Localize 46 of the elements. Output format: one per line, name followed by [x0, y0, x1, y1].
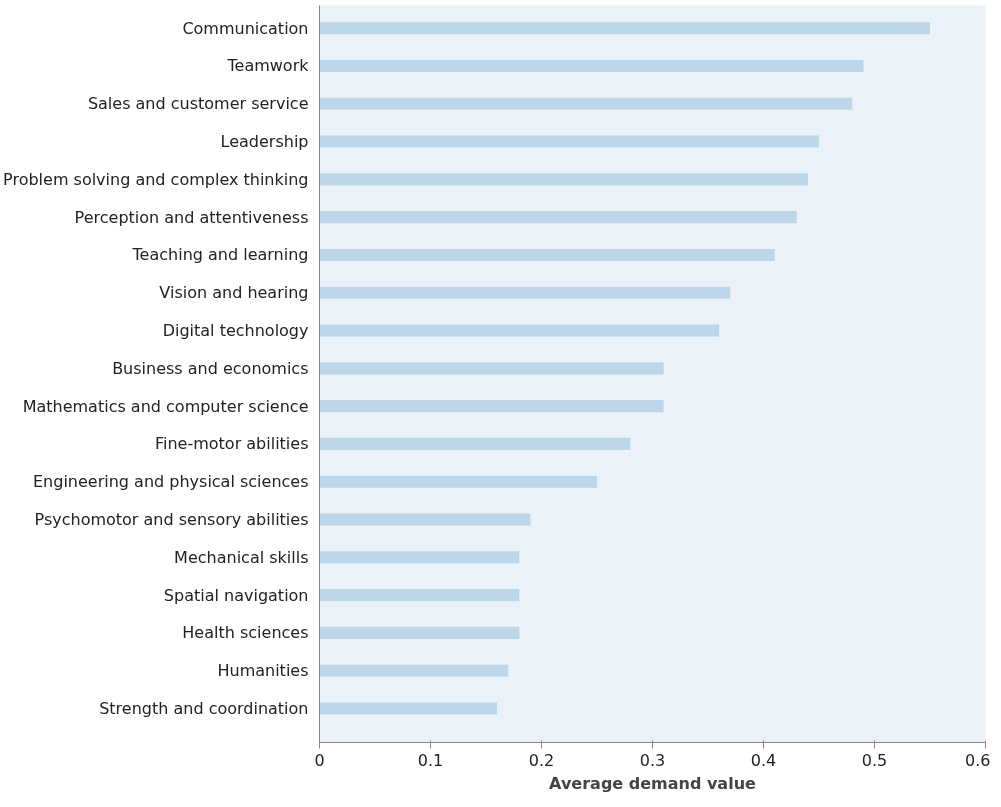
y-tick-label: Engineering and physical sciences [33, 472, 309, 492]
bar [319, 135, 819, 148]
bar [319, 626, 520, 639]
y-tick-label: Vision and hearing [159, 283, 309, 303]
y-tick-label: Humanities [217, 661, 309, 681]
bar [319, 513, 531, 526]
y-tick-label: Teaching and learning [131, 245, 309, 265]
y-tick-label: Spatial navigation [163, 585, 309, 605]
bar [319, 97, 853, 110]
bar [319, 551, 520, 564]
bar [319, 589, 520, 602]
bar [319, 59, 864, 73]
bar [319, 475, 597, 488]
y-tick-label: Strength and coordination [99, 698, 309, 718]
x-tick-label: 0.2 [528, 750, 555, 770]
bar [319, 22, 930, 35]
y-tick-label: Mechanical skills [174, 547, 309, 567]
x-tick-label: 0.5 [861, 750, 888, 770]
bar [319, 324, 720, 337]
y-tick-label: Psychomotor and sensory abilities [34, 510, 309, 530]
x-tick-label: 0.4 [750, 750, 777, 770]
y-tick-label: Problem solving and complex thinking [3, 169, 309, 189]
y-tick-label: Teamwork [226, 56, 310, 76]
y-tick-label: Digital technology [162, 321, 309, 341]
x-tick-label: 0 [314, 750, 325, 770]
bar [319, 211, 797, 224]
y-tick-label: Business and economics [112, 358, 309, 378]
x-tick-label: 0.3 [639, 750, 666, 770]
bar [319, 362, 664, 375]
y-tick-label: Leadership [220, 132, 309, 152]
bar [319, 173, 808, 186]
bar [319, 702, 498, 715]
bar [319, 437, 631, 450]
y-tick-label: Perception and attentiveness [74, 207, 309, 227]
y-tick-label: Communication [182, 18, 309, 38]
bar [319, 400, 664, 413]
y-tick-label: Sales and customer service [87, 94, 309, 114]
y-tick-label: Mathematics and computer science [22, 396, 309, 416]
bar [319, 664, 509, 677]
x-tick-label: 0.6 [965, 750, 991, 770]
bar [319, 286, 731, 299]
x-axis-title: Average demand value [549, 773, 757, 793]
x-tick-label: 0.1 [417, 750, 444, 770]
y-tick-label: Fine-motor abilities [154, 434, 309, 454]
y-tick-label: Health sciences [182, 623, 309, 643]
bar [319, 248, 775, 261]
